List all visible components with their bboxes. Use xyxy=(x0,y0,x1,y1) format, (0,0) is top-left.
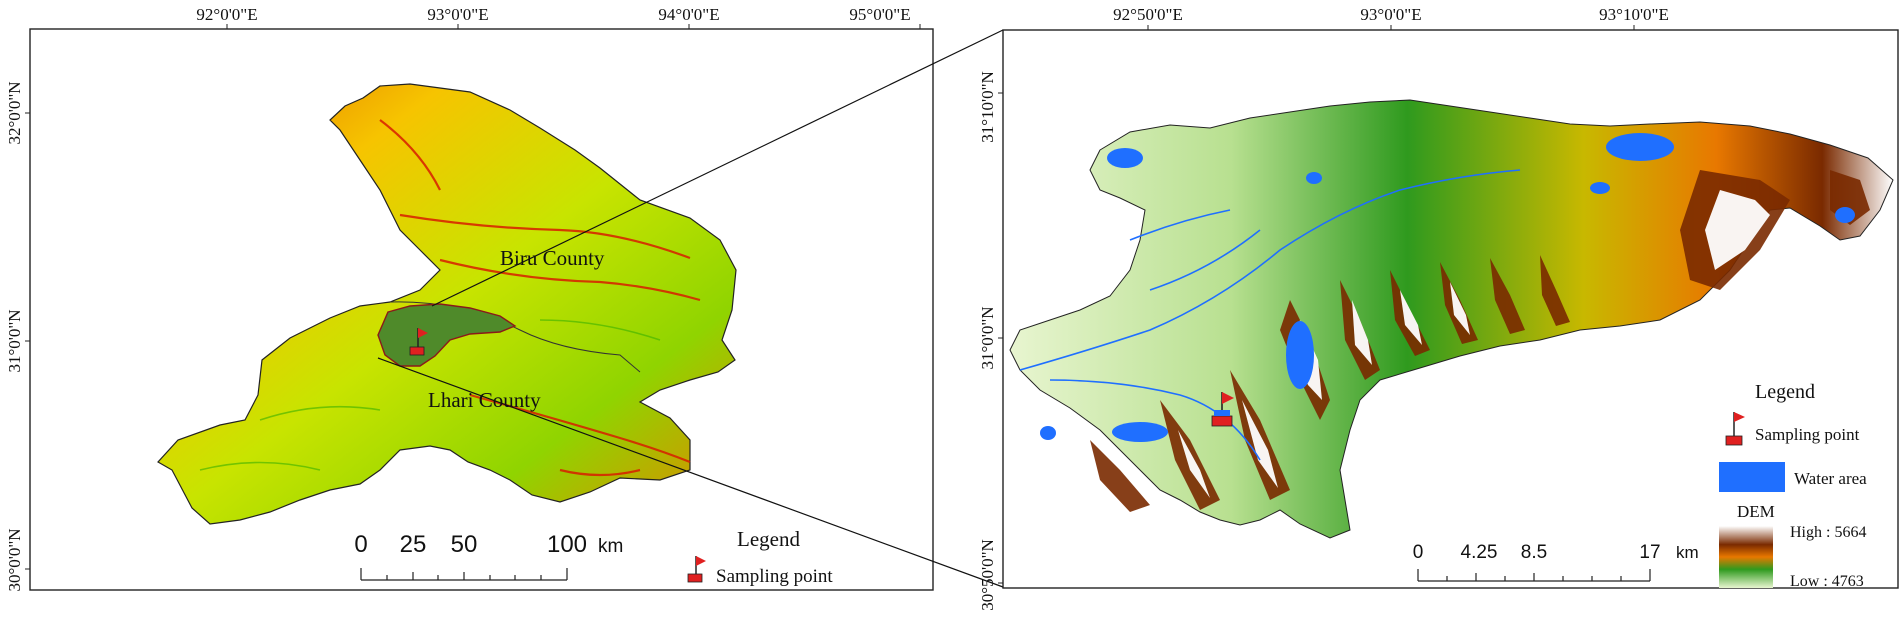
right-legend-dem-high: High : 5664 xyxy=(1790,524,1866,541)
left-scale-tick-50: 50 xyxy=(451,531,478,558)
left-overview-map: 92°0'0"E 93°0'0"E 94°0'0"E 95°0'0"E 32°0… xyxy=(5,5,934,592)
right-scale-tick-85: 8.5 xyxy=(1521,542,1547,563)
right-legend-water-label: Water area xyxy=(1794,469,1867,488)
right-scale-tick-425: 4.25 xyxy=(1461,542,1498,563)
right-lon-label-9300: 93°0'0"E xyxy=(1360,5,1421,24)
left-lat-label-31: 31°0'0"N xyxy=(5,309,24,372)
right-scale-tick-17: 17 xyxy=(1639,542,1660,563)
county-boundary xyxy=(389,301,641,373)
right-legend-sampling-label: Sampling point xyxy=(1755,425,1860,444)
left-sampling-flag-icon xyxy=(409,328,428,356)
left-scale-unit: km xyxy=(598,536,623,557)
left-scale-tick-25: 25 xyxy=(400,531,427,558)
right-legend-dem-title: DEM xyxy=(1737,502,1775,521)
right-lat-label-3100: 31°0'0"N xyxy=(978,306,997,369)
right-legend-water-swatch xyxy=(1719,462,1785,492)
left-lon-label-92: 92°0'0"E xyxy=(196,5,257,24)
right-scale-unit: km xyxy=(1676,543,1699,562)
left-legend-flag-icon xyxy=(687,556,706,583)
county-label-lhari: Lhari County xyxy=(428,388,541,412)
right-lon-label-9250: 92°50'0"E xyxy=(1113,5,1183,24)
right-detail-map: 92°50'0"E 93°0'0"E 93°10'0"E 31°10'0"N 3… xyxy=(978,5,1899,611)
right-legend-dem-low: Low : 4763 xyxy=(1790,573,1864,590)
right-legend-flag-icon xyxy=(1725,412,1745,446)
left-lon-label-95: 95°0'0"E xyxy=(849,5,910,24)
left-legend-sampling-label: Sampling point xyxy=(716,566,833,587)
right-lon-label-9310: 93°10'0"E xyxy=(1599,5,1669,24)
left-lon-label-93: 93°0'0"E xyxy=(427,5,488,24)
right-scale-bar xyxy=(1417,569,1651,582)
county-label-biru: Biru County xyxy=(500,246,605,270)
left-scale-tick-0: 0 xyxy=(354,531,367,558)
left-legend-title: Legend xyxy=(737,527,800,551)
right-lat-label-3110: 31°10'0"N xyxy=(978,71,997,143)
inset-connector-lines xyxy=(377,29,1004,588)
left-scale-bar xyxy=(360,568,568,581)
right-scale-tick-0: 0 xyxy=(1413,542,1424,563)
left-scale-tick-100: 100 xyxy=(547,531,587,558)
right-sampling-flag-icon xyxy=(1211,392,1234,427)
right-legend-dem-ramp xyxy=(1719,526,1773,588)
left-lon-label-94: 94°0'0"E xyxy=(658,5,719,24)
water-bodies xyxy=(1040,133,1855,442)
left-lat-label-30: 30°0'0"N xyxy=(5,528,24,591)
left-region-terrain xyxy=(157,83,737,525)
right-lat-label-3050: 30°50'0"N xyxy=(978,539,997,611)
right-legend-title: Legend xyxy=(1755,381,1815,403)
left-lat-label-32: 32°0'0"N xyxy=(5,81,24,144)
